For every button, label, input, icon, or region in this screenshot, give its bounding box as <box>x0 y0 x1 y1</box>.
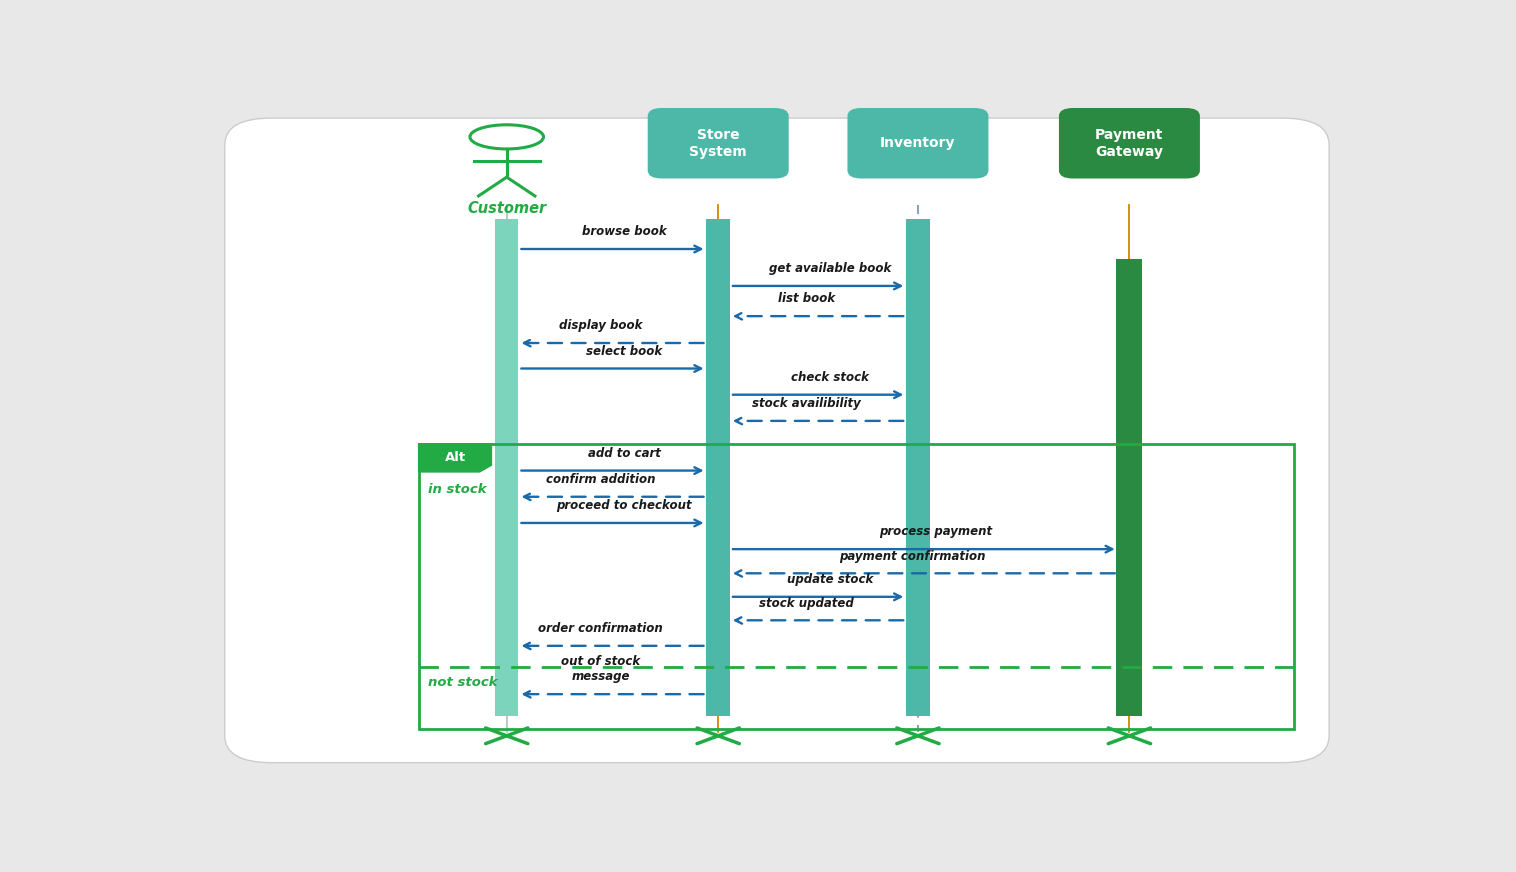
Text: stock availibility: stock availibility <box>752 397 861 410</box>
Text: browse book: browse book <box>582 225 667 238</box>
Bar <box>418 444 1293 729</box>
Text: stock updated: stock updated <box>760 596 854 610</box>
Bar <box>494 219 518 716</box>
FancyBboxPatch shape <box>1058 108 1201 179</box>
Text: confirm addition: confirm addition <box>546 473 655 486</box>
Text: update stock: update stock <box>787 573 873 586</box>
Text: Payment
Gateway: Payment Gateway <box>1095 128 1164 159</box>
Polygon shape <box>418 444 491 472</box>
Text: add to cart: add to cart <box>588 446 661 460</box>
Text: select book: select book <box>587 344 662 358</box>
Text: list book: list book <box>778 292 835 305</box>
Text: Alt: Alt <box>444 452 465 464</box>
Text: process payment: process payment <box>879 526 991 538</box>
Bar <box>907 219 929 716</box>
Text: not stock: not stock <box>428 676 497 689</box>
Text: payment confirmation: payment confirmation <box>838 549 985 562</box>
Text: proceed to checkout: proceed to checkout <box>556 499 691 512</box>
Text: order confirmation: order confirmation <box>538 622 662 635</box>
FancyBboxPatch shape <box>647 108 788 179</box>
Text: display book: display book <box>559 319 643 332</box>
Text: out of stock
message: out of stock message <box>561 656 640 684</box>
Text: Inventory: Inventory <box>881 136 955 150</box>
Text: Store
System: Store System <box>690 128 747 159</box>
Text: check stock: check stock <box>791 371 869 384</box>
Text: get available book: get available book <box>769 262 891 276</box>
Text: in stock: in stock <box>428 483 487 496</box>
FancyBboxPatch shape <box>224 118 1330 763</box>
Bar <box>1116 259 1143 716</box>
Bar <box>706 219 731 716</box>
Text: Customer: Customer <box>467 201 546 215</box>
FancyBboxPatch shape <box>847 108 988 179</box>
